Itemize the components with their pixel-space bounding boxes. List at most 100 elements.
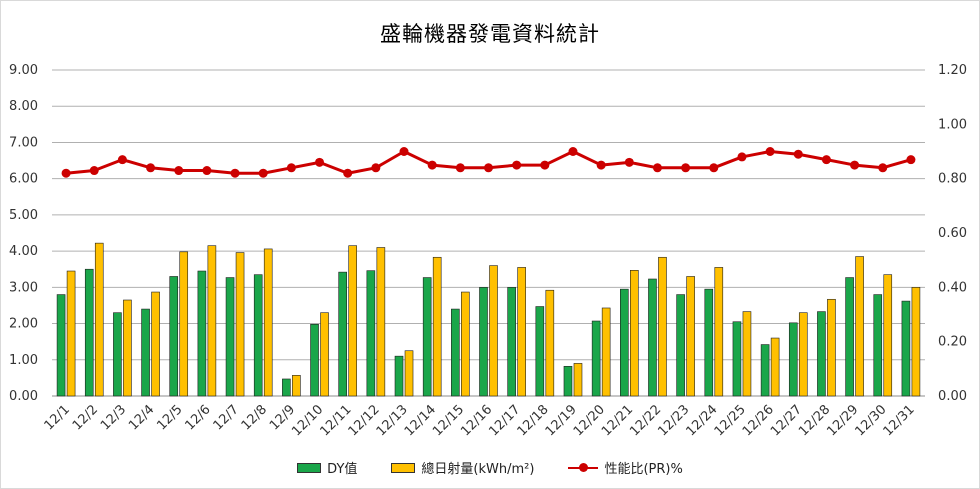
bar-irradiance (770, 337, 780, 397)
pr-point (427, 160, 437, 170)
pr-point (286, 163, 296, 173)
bar-irradiance (630, 270, 639, 397)
pr-point (512, 160, 522, 170)
x-tick-label: 12/1 (42, 402, 73, 433)
bar-irradiance (573, 363, 583, 397)
pr-point (61, 168, 71, 178)
bar-irradiance (658, 256, 667, 397)
pr-point (709, 163, 719, 173)
bar-irradiance (235, 252, 245, 397)
bar-irradiance (432, 256, 442, 397)
legend-label-pr: 性能比(PR)% (604, 462, 683, 477)
x-tick-label: 12/16 (458, 402, 495, 439)
pr-point (765, 147, 775, 156)
bar-dy (648, 278, 657, 397)
bar-irradiance (827, 298, 836, 397)
x-tick-label: 12/11 (317, 402, 354, 439)
pr-point (174, 166, 184, 176)
pr-point (568, 147, 578, 156)
pr-point (878, 163, 888, 173)
bar-dy (141, 308, 150, 397)
bar-irradiance (207, 245, 217, 397)
bar-dy (422, 277, 432, 397)
bar-irradiance (714, 267, 724, 397)
right-tick-label: 0.80 (938, 172, 967, 187)
pr-point (652, 163, 662, 173)
bar-dy (169, 276, 179, 397)
chart-legend: DY值 總日射量(kWh/m²) 性能比(PR)% (0, 458, 980, 477)
bar-dy (56, 294, 66, 397)
x-tick-label: 12/3 (98, 402, 129, 433)
bar-dy (704, 288, 714, 397)
bar-irradiance (517, 267, 526, 397)
bar-irradiance (348, 245, 357, 397)
bar-irradiance (123, 299, 132, 397)
pr-point (230, 168, 240, 178)
bar-dy (507, 287, 516, 397)
bar-dy (394, 355, 404, 397)
left-tick-label: 9.00 (9, 63, 38, 78)
bar-irradiance (320, 312, 329, 397)
x-tick-label: 12/18 (515, 402, 552, 439)
right-tick-label: 0.00 (938, 389, 967, 404)
right-tick-label: 0.60 (938, 226, 967, 241)
pr-point (540, 160, 550, 170)
left-tick-label: 1.00 (9, 353, 38, 368)
pr-point (202, 166, 212, 176)
bar-dy (591, 320, 601, 397)
pr-point (343, 168, 353, 178)
pr-point (258, 168, 268, 178)
x-tick-label: 12/29 (824, 402, 861, 439)
bar-irradiance (911, 287, 921, 397)
left-tick-label: 8.00 (9, 99, 38, 114)
bar-dy (873, 294, 883, 397)
right-tick-label: 1.00 (938, 117, 967, 132)
x-tick-label: 12/12 (346, 402, 383, 439)
x-tick-label: 12/27 (768, 402, 805, 439)
x-tick-label: 12/22 (627, 402, 664, 439)
bar-irradiance (94, 242, 104, 397)
bar-dy (225, 277, 235, 397)
bar-irradiance (855, 256, 864, 397)
x-tick-label: 12/26 (740, 402, 777, 439)
bar-irradiance (179, 251, 189, 397)
x-tick-label: 12/24 (684, 402, 721, 439)
bar-irradiance (404, 350, 414, 397)
x-tick-label: 12/14 (402, 402, 439, 439)
legend-item-pr: 性能比(PR)% (568, 458, 683, 477)
pr-point (117, 155, 127, 165)
bar-irradiance (798, 312, 808, 397)
left-tick-label: 7.00 (9, 135, 38, 150)
bar-dy (535, 306, 545, 397)
bar-irradiance (151, 291, 160, 397)
x-tick-label: 12/21 (599, 402, 636, 439)
bar-dy (817, 311, 826, 397)
pr-point (399, 147, 409, 156)
x-tick-label: 12/7 (211, 402, 242, 433)
pr-point (850, 160, 860, 170)
left-tick-label: 3.00 (9, 280, 38, 295)
bar-dy (253, 274, 263, 397)
pr-point (371, 163, 381, 173)
pr-point (681, 163, 691, 173)
pr-point (793, 149, 803, 159)
legend-label-irradiance: 總日射量(kWh/m²) (421, 462, 535, 477)
legend-swatch-irradiance (391, 462, 416, 473)
pr-point (821, 155, 831, 165)
bar-irradiance (376, 247, 386, 397)
x-tick-label: 12/20 (571, 402, 608, 439)
bar-dy (732, 321, 742, 397)
bar-irradiance (883, 274, 893, 397)
bar-dy (338, 271, 347, 397)
x-tick-label: 12/25 (712, 402, 749, 439)
legend-swatch-pr (568, 462, 599, 472)
bar-dy (366, 270, 376, 397)
pr-point (146, 163, 156, 173)
x-tick-label: 12/4 (126, 402, 157, 433)
legend-label-dy: DY值 (327, 462, 358, 477)
bar-dy (282, 378, 291, 397)
bar-dy (479, 287, 488, 397)
x-tick-label: 12/19 (543, 402, 580, 439)
pr-point (484, 163, 493, 173)
